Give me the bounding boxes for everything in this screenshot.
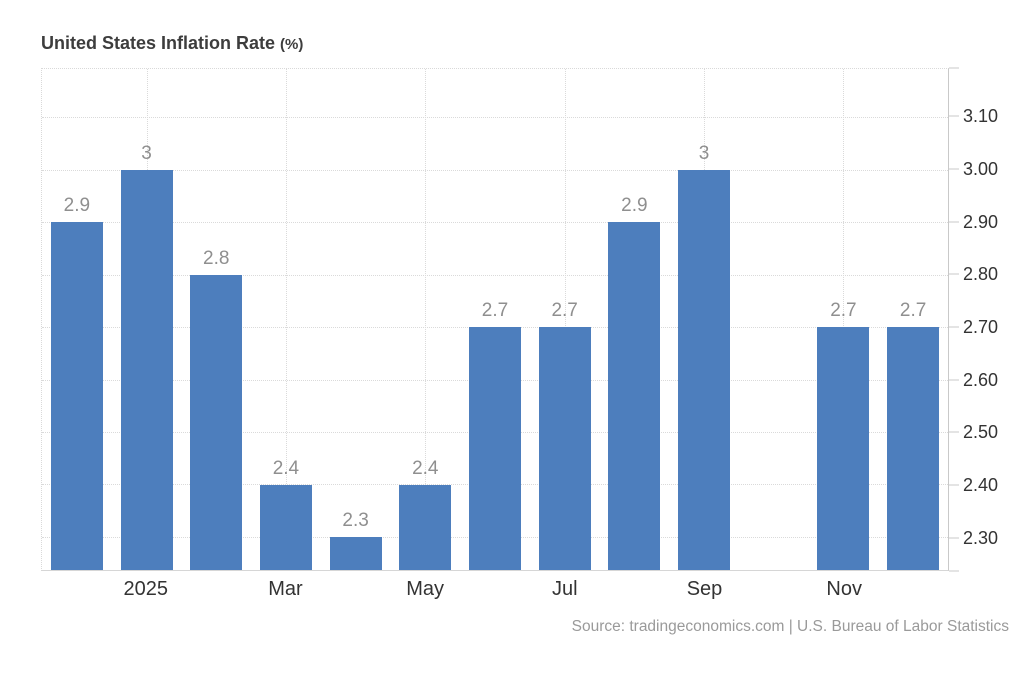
bar[interactable]: [50, 222, 103, 570]
y-axis-label: 3.00: [963, 159, 999, 180]
bar[interactable]: [259, 484, 312, 570]
x-axis-label: [181, 578, 251, 600]
bar-column: 2.7: [878, 69, 948, 570]
x-axis-label: 2025: [123, 578, 169, 600]
chart-title: United States Inflation Rate (%): [41, 33, 304, 54]
x-axis-label: Mar: [268, 578, 303, 600]
bar-value-label: 2.7: [899, 300, 927, 322]
h-gridline: [42, 169, 948, 171]
bar[interactable]: [120, 169, 173, 570]
bar[interactable]: [608, 222, 661, 570]
bar-column: [739, 69, 809, 570]
bar-column: 3: [669, 69, 739, 570]
v-gridline: [843, 69, 845, 570]
chart-title-text: United States Inflation Rate: [41, 33, 276, 53]
bar-column: 2.8: [181, 69, 251, 570]
bar-value-label: 2.4: [412, 457, 439, 479]
y-axis-tick: [949, 379, 959, 381]
x-axis-label: Jul: [552, 578, 578, 600]
bar[interactable]: [887, 327, 940, 570]
bar-column: 2.4: [251, 69, 321, 570]
x-axis-label: [41, 578, 111, 600]
bar-value-label: 2.7: [830, 300, 857, 322]
y-axis-edge-tick: [949, 67, 959, 69]
y-axis-edge-tick: [949, 570, 959, 572]
v-gridline: [425, 69, 427, 570]
bar-value-label: 3: [698, 142, 710, 164]
bar-value-label: 2.8: [203, 247, 230, 269]
x-axis-labels: 2025 Mar May Jul Sep Nov: [41, 578, 949, 600]
y-axis-tick: [949, 537, 959, 539]
bars-layer: 2.9 3 2.8 2.4 2.3 2.4 2.7 2.7 2.9 3 2.7 2.7: [42, 69, 948, 570]
bar-column: 2.7: [809, 69, 879, 570]
bar-column: 2.3: [321, 69, 391, 570]
bar-value-label: 2.4: [272, 457, 300, 479]
y-axis-label: 2.80: [963, 264, 999, 285]
h-gridline: [42, 222, 948, 224]
bar-value-label: 2.9: [621, 195, 648, 217]
y-axis-label: 2.50: [963, 422, 999, 443]
x-axis-label: Nov: [826, 578, 862, 600]
bar-column: 2.9: [600, 69, 670, 570]
x-axis-label: [320, 578, 390, 600]
y-axis-labels: 2.30 2.40 2.50 2.60 2.70 2.80 2.90 3.00 3.10: [949, 67, 1024, 572]
bar[interactable]: [538, 327, 591, 570]
bar-value-label: 2.3: [342, 509, 369, 531]
source-attribution: Source: tradingeconomics.com | U.S. Bure…: [571, 618, 1009, 635]
y-axis-tick: [949, 273, 959, 275]
y-axis-label: 2.30: [963, 527, 999, 548]
y-axis-tick: [949, 115, 959, 117]
y-axis-tick: [949, 326, 959, 328]
bar-column: 2.7: [530, 69, 600, 570]
bar-value-label: 2.7: [481, 300, 509, 322]
y-axis-tick: [949, 168, 959, 170]
x-axis-label: [460, 578, 530, 600]
bar-value-label: 2.7: [551, 300, 578, 322]
bar-value-label: 2.9: [63, 195, 91, 217]
x-axis-label: May: [406, 578, 445, 600]
bar-column: 2.7: [460, 69, 530, 570]
h-gridline: [42, 117, 948, 119]
bar[interactable]: [817, 327, 870, 570]
y-axis-label: 2.70: [963, 317, 999, 338]
v-gridline: [564, 69, 566, 570]
x-axis-label: Sep: [686, 578, 723, 600]
bar-value-label: 3: [141, 142, 152, 164]
h-gridline: [42, 274, 948, 276]
bar-column: 2.4: [390, 69, 460, 570]
bar[interactable]: [468, 327, 521, 570]
bar[interactable]: [190, 274, 243, 570]
bar[interactable]: [329, 536, 382, 570]
bar-column: 2.9: [42, 69, 112, 570]
bar[interactable]: [678, 169, 731, 570]
y-axis-label: 2.90: [963, 211, 999, 232]
x-axis-label: [739, 578, 809, 600]
y-axis-label: 3.10: [963, 106, 999, 127]
x-axis-label: [600, 578, 670, 600]
y-axis-label: 2.40: [963, 475, 999, 496]
y-axis-tick: [949, 221, 959, 223]
v-gridline: [285, 69, 287, 570]
y-axis-tick: [949, 431, 959, 433]
y-axis-tick: [949, 484, 959, 486]
chart-title-unit: (%): [280, 36, 304, 53]
x-axis-label: [879, 578, 949, 600]
y-axis-label: 2.60: [963, 369, 999, 390]
plot-area: 2.9 3 2.8 2.4 2.3 2.4 2.7 2.7 2.9 3 2.7 2.7: [41, 68, 949, 571]
bar[interactable]: [399, 484, 452, 570]
bar-column: 3: [112, 69, 182, 570]
